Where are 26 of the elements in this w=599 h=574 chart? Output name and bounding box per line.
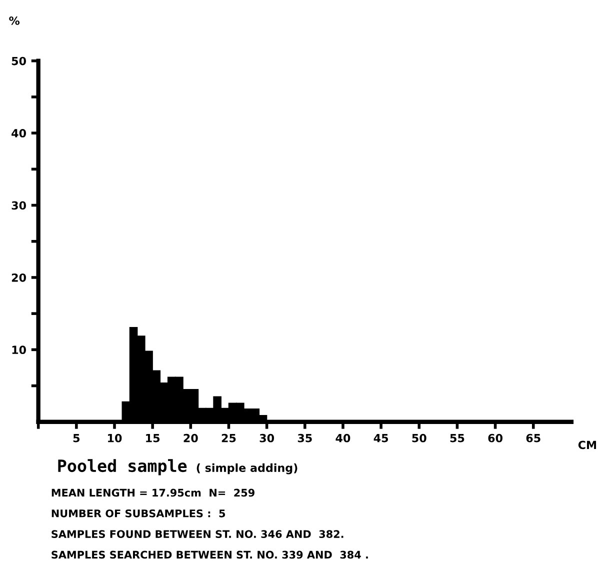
y-tick-label: 20 [12, 273, 26, 282]
x-tick-label: 20 [184, 434, 198, 442]
x-tick-label: 40 [336, 434, 350, 442]
text: SAMPLES FOUND BETWEEN ST. NO. 346 AND 382. [52, 530, 344, 538]
x-tick-label: 5 [73, 434, 80, 442]
x-tick-label: 10 [108, 434, 122, 442]
y-tick-label: 50 [12, 56, 26, 66]
y-axis-title: % [9, 16, 20, 25]
x-tick-label: 25 [222, 434, 236, 442]
x-tick-label: 30 [260, 434, 274, 442]
x-tick-label: 45 [374, 434, 388, 442]
y-tick-label: 10 [12, 346, 26, 354]
x-tick-label: 35 [298, 434, 312, 442]
y-tick-label: 30 [12, 201, 26, 210]
text: Pooled sample [58, 459, 187, 476]
text: NUMBER OF SUBSAMPLES : 5 [52, 509, 226, 518]
y-tick-label: 40 [12, 129, 26, 138]
text: ( simple adding) [196, 463, 298, 474]
x-tick-label: 55 [450, 434, 464, 442]
text: MEAN LENGTH = 17.95cm N= 259 [52, 488, 254, 497]
text: SAMPLES SEARCHED BETWEEN ST. NO. 339 AND 384 . [52, 550, 368, 559]
x-tick-label: 50 [412, 434, 426, 442]
x-tick-label: 60 [488, 434, 502, 442]
x-axis-title: CM [578, 440, 596, 450]
x-tick-label: 65 [526, 434, 540, 442]
x-tick-label: 15 [146, 434, 160, 442]
